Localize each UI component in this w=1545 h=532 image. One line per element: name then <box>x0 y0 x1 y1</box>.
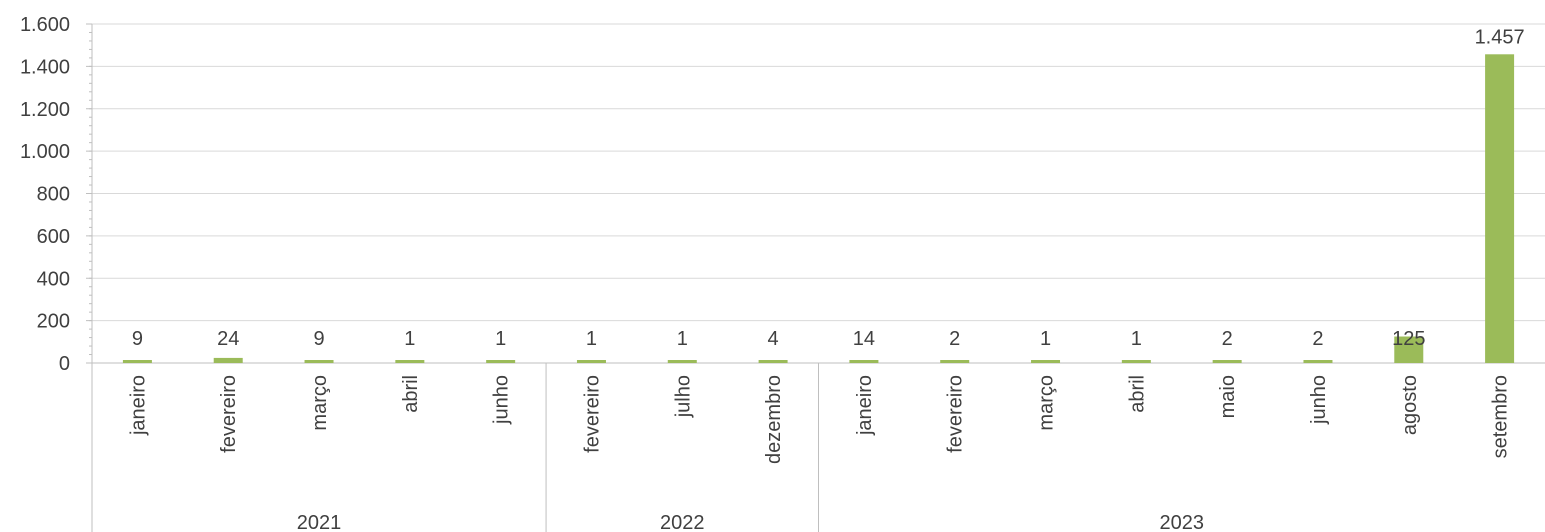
data-label: 1 <box>404 328 415 350</box>
bar <box>213 357 243 363</box>
category-label: junho <box>491 375 513 425</box>
data-label: 1 <box>1131 328 1142 350</box>
bar <box>304 360 334 363</box>
category-label: março <box>1036 375 1058 431</box>
category-label: dezembro <box>763 375 785 464</box>
bar <box>486 360 516 363</box>
data-label: 1 <box>1040 328 1051 350</box>
group-label: 2022 <box>660 512 705 532</box>
category-label: abril <box>1126 375 1148 413</box>
bar <box>1212 360 1242 363</box>
category-label: abril <box>400 375 422 413</box>
bar <box>1303 360 1333 363</box>
category-label: janeiro <box>127 375 149 436</box>
category-label: setembro <box>1490 375 1512 458</box>
group-label: 2021 <box>297 512 342 532</box>
bar <box>758 360 788 363</box>
data-label: 1.457 <box>1475 26 1525 48</box>
y-tick-label: 1.200 <box>20 99 70 121</box>
category-label: março <box>309 375 331 431</box>
y-tick-label: 0 <box>59 353 70 375</box>
group-label: 2023 <box>1160 512 1205 532</box>
y-tick-label: 800 <box>37 184 70 206</box>
category-label: fevereiro <box>218 375 240 453</box>
data-label: 125 <box>1392 328 1425 350</box>
category-label: agosto <box>1399 375 1421 435</box>
y-tick-label: 600 <box>37 226 70 248</box>
category-label: fevereiro <box>945 375 967 453</box>
data-label: 4 <box>768 328 779 350</box>
category-label: junho <box>1308 375 1330 425</box>
data-label: 2 <box>1312 328 1323 350</box>
y-tick-label: 1.000 <box>20 141 70 163</box>
bar <box>1485 54 1515 363</box>
y-tick-label: 1.400 <box>20 56 70 78</box>
category-label: janeiro <box>854 375 876 436</box>
bar <box>576 360 606 363</box>
category-label: maio <box>1217 375 1239 418</box>
y-tick-label: 1.600 <box>20 14 70 36</box>
data-label: 2 <box>949 328 960 350</box>
bar <box>1394 336 1424 363</box>
data-label: 1 <box>586 328 597 350</box>
data-label: 1 <box>677 328 688 350</box>
category-label: fevereiro <box>581 375 603 453</box>
bar <box>1121 360 1151 363</box>
bar <box>1031 360 1061 363</box>
bar <box>849 360 879 363</box>
category-label: julho <box>672 375 694 418</box>
y-tick-label: 400 <box>37 268 70 290</box>
data-label: 2 <box>1222 328 1233 350</box>
bar <box>667 360 697 363</box>
bar <box>122 360 152 363</box>
data-label: 24 <box>217 328 239 350</box>
bar <box>940 360 970 363</box>
bar <box>395 360 425 363</box>
data-label: 9 <box>313 328 324 350</box>
y-tick-label: 200 <box>37 311 70 333</box>
data-label: 9 <box>132 328 143 350</box>
data-label: 14 <box>853 328 875 350</box>
data-label: 1 <box>495 328 506 350</box>
